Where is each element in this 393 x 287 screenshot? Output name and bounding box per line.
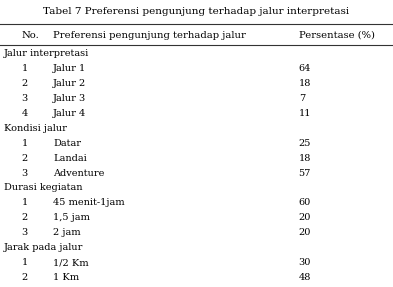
Text: Adventure: Adventure [53,168,105,178]
Text: 2: 2 [22,79,28,88]
Text: 2: 2 [22,273,28,282]
Text: 25: 25 [299,139,311,148]
Text: 2: 2 [22,213,28,222]
Text: No.: No. [22,30,39,40]
Text: Jarak pada jalur: Jarak pada jalur [4,243,83,252]
Text: 4: 4 [22,109,28,118]
Text: Jalur interpretasi: Jalur interpretasi [4,49,89,58]
Text: 60: 60 [299,198,311,208]
Text: 1: 1 [22,139,28,148]
Text: Preferensi pengunjung terhadap jalur: Preferensi pengunjung terhadap jalur [53,30,246,40]
Text: Tabel 7 Preferensi pengunjung terhadap jalur interpretasi: Tabel 7 Preferensi pengunjung terhadap j… [44,7,349,16]
Text: 20: 20 [299,228,311,237]
Text: 7: 7 [299,94,305,103]
Text: 1: 1 [22,198,28,208]
Text: 1 Km: 1 Km [53,273,79,282]
Text: 11: 11 [299,109,311,118]
Text: Jalur 2: Jalur 2 [53,79,86,88]
Text: 3: 3 [22,228,28,237]
Text: 1,5 jam: 1,5 jam [53,213,90,222]
Text: Landai: Landai [53,154,87,163]
Text: Durasi kegiatan: Durasi kegiatan [4,183,83,193]
Text: 1: 1 [22,258,28,267]
Text: 2 jam: 2 jam [53,228,81,237]
Text: 64: 64 [299,64,311,73]
Text: 30: 30 [299,258,311,267]
Text: 18: 18 [299,154,311,163]
Text: 48: 48 [299,273,311,282]
Text: 1: 1 [22,64,28,73]
Text: Jalur 4: Jalur 4 [53,109,86,118]
Text: Datar: Datar [53,139,81,148]
Text: Kondisi jalur: Kondisi jalur [4,124,67,133]
Text: 20: 20 [299,213,311,222]
Text: 3: 3 [22,168,28,178]
Text: 1/2 Km: 1/2 Km [53,258,89,267]
Text: 45 menit-1jam: 45 menit-1jam [53,198,125,208]
Text: 57: 57 [299,168,311,178]
Text: Jalur 1: Jalur 1 [53,64,86,73]
Text: 2: 2 [22,154,28,163]
Text: 3: 3 [22,94,28,103]
Text: 18: 18 [299,79,311,88]
Text: Persentase (%): Persentase (%) [299,30,375,40]
Text: Jalur 3: Jalur 3 [53,94,86,103]
